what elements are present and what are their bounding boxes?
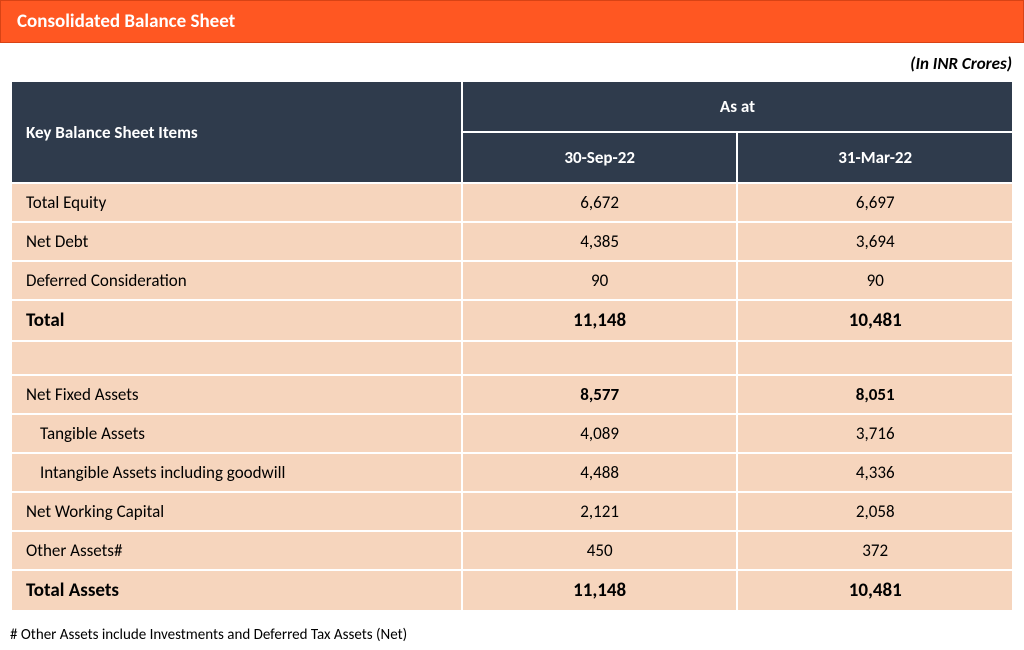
row-label: Other Assets#: [11, 531, 462, 570]
table-row: Net Debt4,3853,694: [11, 222, 1013, 261]
unit-note: (In INR Crores): [0, 43, 1024, 80]
column-group-header: As at: [462, 81, 1013, 132]
row-value: 2,121: [462, 492, 738, 531]
row-value: 90: [462, 261, 738, 300]
balance-sheet-table-wrap: Key Balance Sheet Items As at 30-Sep-22 …: [0, 80, 1024, 612]
balance-sheet-table: Key Balance Sheet Items As at 30-Sep-22 …: [10, 80, 1014, 612]
row-value: 4,488: [462, 453, 738, 492]
row-value: 450: [462, 531, 738, 570]
table-row: Tangible Assets4,0893,716: [11, 414, 1013, 453]
row-label: Total: [11, 300, 462, 341]
table-row: Deferred Consideration9090: [11, 261, 1013, 300]
table-row: Other Assets#450372: [11, 531, 1013, 570]
row-label: Intangible Assets including goodwill: [11, 453, 462, 492]
row-value: 6,672: [462, 183, 738, 222]
table-row: Net Fixed Assets8,5778,051: [11, 375, 1013, 414]
table-row: [11, 341, 1013, 375]
row-value: [462, 341, 738, 375]
page-title: Consolidated Balance Sheet: [0, 0, 1024, 43]
row-value: 3,716: [737, 414, 1013, 453]
row-label: [11, 341, 462, 375]
row-value: 90: [737, 261, 1013, 300]
column-header-date-0: 30-Sep-22: [462, 132, 738, 183]
row-value: 4,089: [462, 414, 738, 453]
row-value: 372: [737, 531, 1013, 570]
row-value: 3,694: [737, 222, 1013, 261]
table-row: Total Equity6,6726,697: [11, 183, 1013, 222]
row-value: 8,577: [462, 375, 738, 414]
row-label: Net Debt: [11, 222, 462, 261]
row-value: 11,148: [462, 570, 738, 611]
table-row: Net Working Capital2,1212,058: [11, 492, 1013, 531]
row-label: Deferred Consideration: [11, 261, 462, 300]
row-value: 10,481: [737, 570, 1013, 611]
footnote: # Other Assets include Investments and D…: [0, 612, 1024, 644]
row-value: 11,148: [462, 300, 738, 341]
table-row: Intangible Assets including goodwill4,48…: [11, 453, 1013, 492]
table-row: Total Assets11,14810,481: [11, 570, 1013, 611]
row-value: 6,697: [737, 183, 1013, 222]
row-value: 10,481: [737, 300, 1013, 341]
row-value: [737, 341, 1013, 375]
row-label: Tangible Assets: [11, 414, 462, 453]
row-value: 4,336: [737, 453, 1013, 492]
row-label: Total Equity: [11, 183, 462, 222]
row-label: Net Fixed Assets: [11, 375, 462, 414]
table-row: Total11,14810,481: [11, 300, 1013, 341]
row-value: 4,385: [462, 222, 738, 261]
row-value: 8,051: [737, 375, 1013, 414]
row-label: Total Assets: [11, 570, 462, 611]
column-header-items: Key Balance Sheet Items: [11, 81, 462, 183]
row-value: 2,058: [737, 492, 1013, 531]
row-label: Net Working Capital: [11, 492, 462, 531]
column-header-date-1: 31-Mar-22: [737, 132, 1013, 183]
